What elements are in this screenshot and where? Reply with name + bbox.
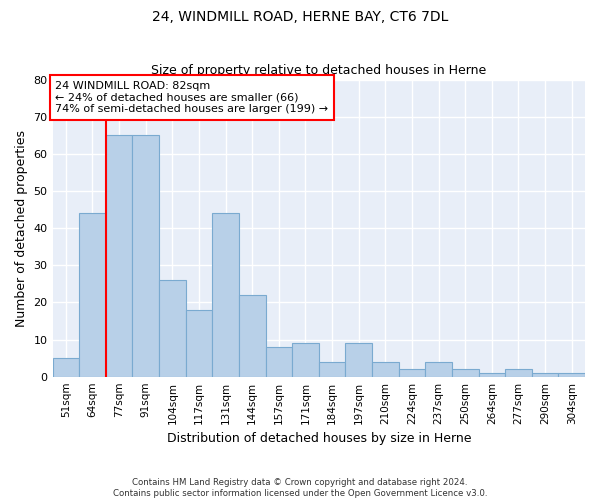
Bar: [398, 370, 425, 376]
Text: Contains HM Land Registry data © Crown copyright and database right 2024.
Contai: Contains HM Land Registry data © Crown c…: [113, 478, 487, 498]
Bar: [53, 358, 79, 376]
Bar: [319, 362, 346, 376]
Bar: [266, 347, 292, 376]
Bar: [532, 373, 559, 376]
Bar: [159, 280, 185, 376]
Bar: [106, 136, 133, 376]
Bar: [212, 214, 239, 376]
X-axis label: Distribution of detached houses by size in Herne: Distribution of detached houses by size …: [167, 432, 471, 445]
Bar: [185, 310, 212, 376]
Bar: [372, 362, 398, 376]
Y-axis label: Number of detached properties: Number of detached properties: [15, 130, 28, 326]
Text: 24, WINDMILL ROAD, HERNE BAY, CT6 7DL: 24, WINDMILL ROAD, HERNE BAY, CT6 7DL: [152, 10, 448, 24]
Title: Size of property relative to detached houses in Herne: Size of property relative to detached ho…: [151, 64, 487, 77]
Bar: [479, 373, 505, 376]
Bar: [292, 344, 319, 376]
Bar: [505, 370, 532, 376]
Bar: [452, 370, 479, 376]
Bar: [133, 136, 159, 376]
Bar: [79, 214, 106, 376]
Bar: [239, 295, 266, 376]
Text: 24 WINDMILL ROAD: 82sqm
← 24% of detached houses are smaller (66)
74% of semi-de: 24 WINDMILL ROAD: 82sqm ← 24% of detache…: [55, 81, 328, 114]
Bar: [425, 362, 452, 376]
Bar: [559, 373, 585, 376]
Bar: [346, 344, 372, 376]
